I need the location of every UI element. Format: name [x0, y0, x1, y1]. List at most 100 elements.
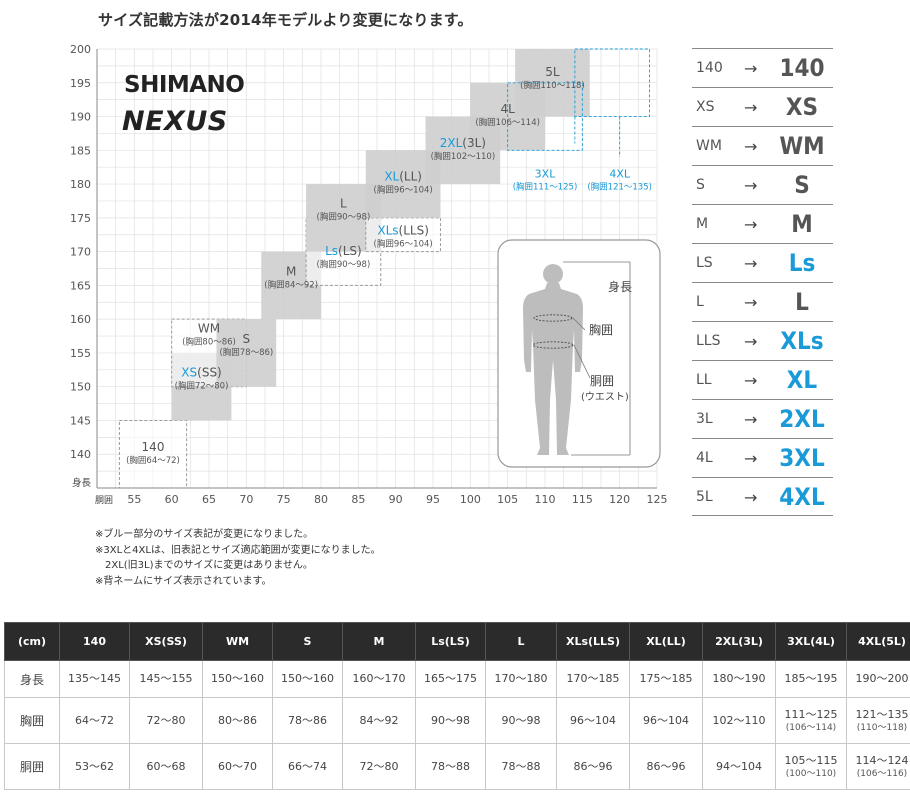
chest-line [533, 314, 573, 322]
table-header-row: (cm) 140 XS(SS) WM S M Ls(LS) L XLs(LLS) XL(LL) 2X… [4, 622, 910, 661]
y-tick-label: 185 [70, 144, 91, 157]
x-tick-label: 125 [647, 493, 668, 506]
box-label-3xl: 3XL [535, 167, 557, 180]
body-label-chest: 胸囲 [589, 322, 613, 337]
size-box-3xl [507, 82, 583, 151]
box-chest-2xl: (胸囲102～110) [431, 151, 496, 162]
new-size-label: WM [779, 132, 825, 160]
conversion-row: S → S [692, 165, 833, 204]
y-tick-label: 200 [70, 43, 91, 56]
table-header-cell: WM [202, 622, 273, 661]
table-cell: 90～98 [415, 697, 486, 744]
box-label-140: 140 [142, 440, 165, 454]
table-header-cell: XLs(LLS) [556, 622, 630, 661]
table-cell: 121～135 (110～118) [846, 697, 910, 744]
notes: ※ブルー部分のサイズ表記が変更になりました。 ※3XLと4XLは、旧表記とサイズ… [95, 527, 381, 589]
conversion-row: LL → XL [692, 360, 833, 399]
brand-nexus: NEXUS [122, 106, 228, 137]
x-tick-label: 120 [609, 493, 630, 506]
table-cell: 150～160 [272, 660, 343, 698]
cell-value: 170～185 [566, 672, 620, 685]
conversion-row: 140 → 140 [692, 48, 833, 87]
y-tick-label: 140 [70, 448, 91, 461]
table-cell: 175～185 [629, 660, 703, 698]
cell-value: 64～72 [75, 713, 114, 727]
arrow-right-icon: → [744, 410, 758, 429]
new-size-label: XL [786, 366, 818, 394]
x-tick-label: 110 [535, 493, 556, 506]
old-size-label: 5L [696, 489, 713, 505]
box-chest-140: (胸囲64～72) [126, 455, 180, 466]
cell-old-value: (106～114) [785, 722, 837, 733]
table-cell: 105～115 (100～110) [775, 743, 847, 790]
old-size-label: LS [696, 255, 713, 271]
table-header-cell: 4XL(5L) [846, 622, 910, 661]
box-chest-4xl: (胸囲121～135) [587, 181, 652, 192]
note-line: ※3XLと4XLは、旧表記とサイズ適応範囲が変更になりました。 [95, 544, 381, 556]
table-cell: 53～62 [59, 743, 130, 790]
cell-value: 53～62 [75, 759, 114, 773]
box-label-2xl: 2XL(3L) [440, 136, 486, 150]
table-cell: 170～180 [485, 660, 557, 698]
old-size-label: 4L [696, 450, 713, 466]
table-cell: 90～98 [485, 697, 557, 744]
cell-value: 96～104 [643, 713, 689, 727]
y-tick-label: 180 [70, 178, 91, 191]
cell-value: 160～170 [352, 672, 406, 685]
conversion-row: M → M [692, 204, 833, 243]
table-cell: 190～200 [846, 660, 910, 698]
box-label-xl: XL(LL) [384, 170, 422, 184]
box-chest-4l: (胸囲106～114) [475, 117, 540, 128]
box-label-m: M [286, 264, 296, 278]
table-cell: 165～175 [415, 660, 486, 698]
old-size-label: 3L [696, 411, 713, 427]
y-tick-label: 155 [70, 347, 91, 360]
new-size-label: M [791, 210, 813, 238]
waist-line [532, 341, 574, 349]
conversion-row: WM → WM [692, 126, 833, 165]
new-size-label: Ls [788, 249, 816, 277]
chest-pointer [572, 317, 586, 331]
row-label: 胴囲 [4, 743, 60, 790]
cell-value: 90～98 [501, 713, 541, 727]
table-cell: 180～190 [702, 660, 776, 698]
box-label-l: L [340, 197, 347, 211]
table-header-cell: XL(LL) [629, 622, 703, 661]
y-tick-label: 195 [70, 77, 91, 90]
body-label-height: 身長 [608, 279, 632, 294]
box-label-wm: WM [198, 322, 220, 336]
table-cell: 160～170 [342, 660, 416, 698]
new-size-label: 4XL [779, 483, 825, 511]
arrow-right-icon: → [744, 488, 758, 507]
cell-value: 175～185 [639, 672, 693, 685]
table-header-cell: XS(SS) [129, 622, 203, 661]
row-label: 身長 [4, 660, 60, 698]
table-header-cell: L [485, 622, 557, 661]
old-size-label: M [696, 216, 709, 232]
x-tick-label: 60 [165, 493, 179, 506]
x-axis-label: 胴囲 [95, 495, 113, 506]
cell-value: 90～98 [431, 713, 470, 727]
conversion-row: 5L → 4XL [692, 477, 833, 516]
y-tick-label: 175 [70, 212, 91, 225]
cell-value: 78～88 [501, 759, 541, 773]
table-cell: 60～70 [202, 743, 273, 790]
cell-old-value: (100～110) [785, 768, 837, 779]
cell-value: 114～124 [855, 753, 909, 767]
conversion-row: 3L → 2XL [692, 399, 833, 438]
table-header-cell: S [272, 622, 343, 661]
note-line: ※ブルー部分のサイズ表記が変更になりました。 [95, 529, 314, 540]
arrow-right-icon: → [744, 215, 758, 234]
size-box-140 [118, 419, 188, 489]
box-chest-l: (胸囲90～98) [317, 212, 371, 223]
conversion-row: LS → Ls [692, 243, 833, 282]
x-tick-label: 80 [314, 493, 328, 506]
size-conversion-list: 140 → 140 XS → XS WM → WM S → S M → M LS → Ls L → L LLS → XLs LL… [692, 48, 833, 516]
old-size-label: LL [696, 372, 712, 388]
table-cell: 145～155 [129, 660, 203, 698]
box-chest-m: (胸囲84～92) [264, 279, 318, 290]
table-cell: 102～110 [702, 697, 776, 744]
size-box-5l [515, 49, 590, 117]
box-label-ls: Ls(LS) [325, 244, 362, 258]
cell-value: 180～190 [712, 672, 766, 685]
